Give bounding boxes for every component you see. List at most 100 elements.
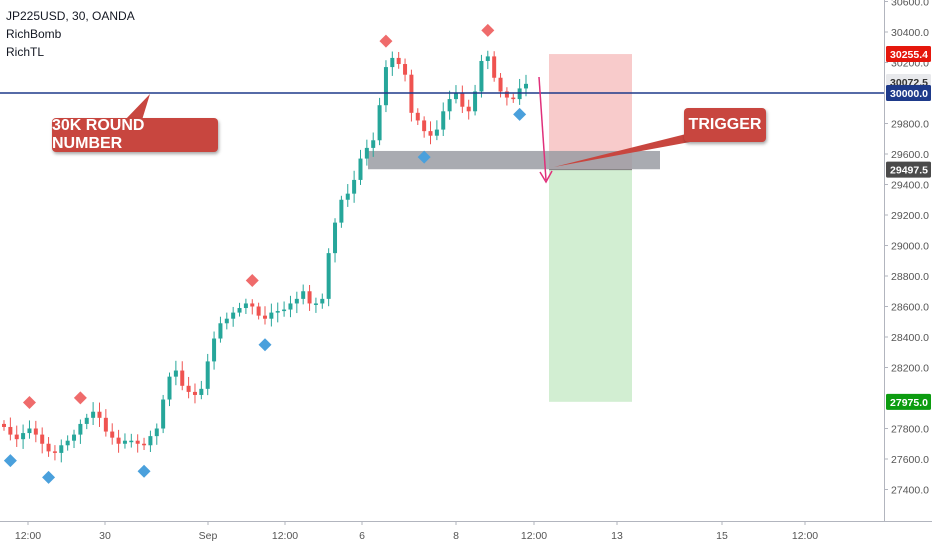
candle-body[interactable] — [46, 443, 51, 452]
candle-body[interactable] — [14, 434, 19, 440]
candle-body[interactable] — [84, 417, 89, 424]
candle-body[interactable] — [256, 306, 261, 316]
candle-body[interactable] — [275, 311, 280, 313]
candle-body[interactable] — [301, 291, 306, 299]
candle-body[interactable] — [65, 440, 70, 446]
bomb-bottom-marker[interactable] — [513, 107, 527, 121]
price-label-box[interactable] — [886, 393, 931, 410]
candle-body[interactable] — [33, 428, 38, 435]
candle-body[interactable] — [72, 434, 77, 441]
candle-body[interactable] — [479, 60, 484, 92]
bomb-bottom-marker[interactable] — [3, 454, 17, 468]
bomb-top-marker[interactable] — [379, 34, 393, 48]
candle-body[interactable] — [352, 179, 357, 194]
candle-body[interactable] — [186, 385, 191, 392]
candle-body[interactable] — [148, 436, 153, 446]
candle-body[interactable] — [409, 74, 414, 113]
candle-body[interactable] — [97, 411, 102, 418]
candle-body[interactable] — [390, 57, 395, 68]
candle-body[interactable] — [498, 77, 503, 92]
candle-body[interactable] — [205, 361, 210, 389]
candle-body[interactable] — [103, 417, 108, 432]
candle-body[interactable] — [447, 99, 452, 112]
candle-body[interactable] — [422, 120, 427, 132]
candle-body[interactable] — [428, 131, 433, 136]
candle-body[interactable] — [237, 308, 242, 313]
bomb-top-marker[interactable] — [73, 391, 87, 405]
candle-body[interactable] — [173, 370, 178, 377]
candle-body[interactable] — [21, 433, 26, 440]
candle-body[interactable] — [403, 64, 408, 75]
candle-body[interactable] — [142, 443, 147, 446]
candle-body[interactable] — [371, 140, 376, 148]
candle-body[interactable] — [282, 309, 287, 312]
candle-body[interactable] — [40, 434, 45, 444]
bomb-bottom-marker[interactable] — [42, 470, 56, 484]
candle-body[interactable] — [27, 428, 32, 434]
candle-body[interactable] — [294, 298, 299, 304]
candle-body[interactable] — [135, 440, 140, 444]
stop-loss-zone[interactable] — [549, 54, 632, 170]
candle-body[interactable] — [460, 93, 465, 107]
candle-body[interactable] — [466, 106, 471, 112]
candle-body[interactable] — [307, 291, 312, 304]
candle-body[interactable] — [110, 431, 115, 438]
candle-body[interactable] — [364, 147, 369, 159]
bomb-bottom-marker[interactable] — [258, 338, 272, 352]
candle-body[interactable] — [154, 428, 159, 437]
time-axis[interactable] — [0, 521, 932, 550]
candle-body[interactable] — [313, 303, 318, 305]
candle-body[interactable] — [504, 91, 509, 98]
candle-body[interactable] — [212, 338, 217, 362]
candle-body[interactable] — [358, 158, 363, 180]
bomb-top-marker[interactable] — [245, 274, 259, 287]
candle-body[interactable] — [453, 93, 458, 100]
candle-body[interactable] — [180, 370, 185, 386]
candle-body[interactable] — [199, 388, 204, 395]
candle-body[interactable] — [377, 105, 382, 141]
candle-body[interactable] — [524, 83, 528, 89]
candle-body[interactable] — [2, 423, 6, 427]
trigger-callout[interactable]: TRIGGER — [684, 108, 766, 142]
candle-body[interactable] — [269, 312, 274, 319]
candle-body[interactable] — [224, 318, 229, 324]
candle-body[interactable] — [91, 411, 96, 418]
candle-body[interactable] — [263, 315, 267, 319]
price-label-box[interactable] — [886, 85, 931, 101]
candle-body[interactable] — [326, 253, 331, 299]
candle-body[interactable] — [383, 67, 388, 106]
candle-body[interactable] — [116, 437, 121, 444]
candle-body[interactable] — [333, 222, 338, 254]
candle-body[interactable] — [320, 298, 325, 304]
candle-body[interactable] — [129, 440, 134, 443]
candle-body[interactable] — [345, 193, 350, 200]
candle-body[interactable] — [167, 376, 172, 400]
take-profit-zone[interactable] — [549, 169, 632, 402]
candle-body[interactable] — [492, 56, 497, 78]
candle-body[interactable] — [415, 112, 420, 121]
candle-body[interactable] — [8, 426, 13, 435]
candle-body[interactable] — [396, 57, 401, 65]
trade-arrow[interactable] — [538, 76, 547, 181]
round-number-callout[interactable]: 30K ROUND NUMBER — [52, 117, 218, 152]
candle-body[interactable] — [52, 451, 57, 453]
candle-body[interactable] — [441, 111, 446, 130]
indicator-richbomb[interactable]: RichBomb — [6, 27, 62, 41]
candle-body[interactable] — [434, 129, 439, 136]
candle-body[interactable] — [218, 323, 223, 339]
indicator-richtl[interactable]: RichTL — [6, 45, 45, 59]
candle-body[interactable] — [250, 303, 255, 307]
candle-body[interactable] — [288, 303, 293, 310]
candle-body[interactable] — [192, 391, 197, 395]
candle-body[interactable] — [78, 423, 83, 435]
candle-body[interactable] — [517, 88, 522, 100]
bomb-top-marker[interactable] — [481, 23, 495, 37]
candle-body[interactable] — [473, 91, 478, 112]
candle-body[interactable] — [59, 445, 64, 453]
bomb-top-marker[interactable] — [22, 396, 36, 409]
candle-body[interactable] — [511, 97, 516, 100]
support-zone[interactable] — [368, 150, 660, 170]
bomb-bottom-marker[interactable] — [137, 464, 151, 478]
